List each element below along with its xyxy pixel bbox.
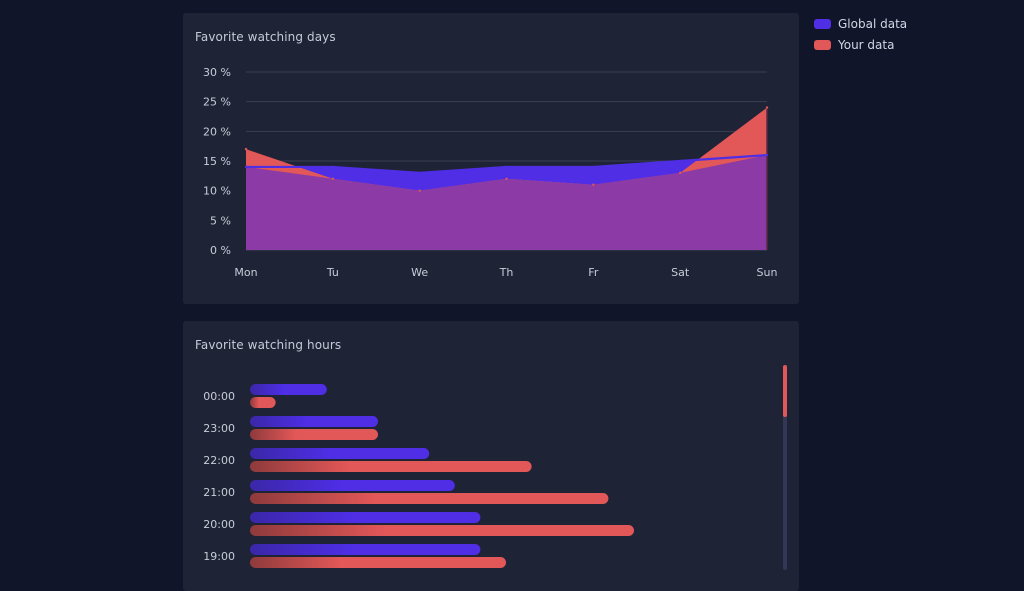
- bar-global-data[interactable]: [250, 384, 327, 395]
- days-area-chart: 0 % 5 % 10 % 15 % 20 % 25 % 30 % Mon Tu We Th Fr Sat…: [203, 66, 778, 279]
- x-tick-label: Sat: [671, 266, 690, 279]
- bar-global-data[interactable]: [250, 544, 481, 555]
- x-tick-label: Fr: [588, 266, 599, 279]
- y-category-label: 00:00: [203, 390, 235, 403]
- legend: Global data Your data: [814, 13, 907, 55]
- x-tick-label: Th: [499, 266, 514, 279]
- point-your-data[interactable]: [418, 189, 421, 192]
- y-tick-label: 5 %: [210, 214, 231, 227]
- point-global-data[interactable]: [418, 171, 421, 175]
- legend-item-global[interactable]: Global data: [814, 13, 907, 34]
- days-chart-title: Favorite watching days: [195, 30, 336, 44]
- x-tick-label: Mon: [234, 266, 257, 279]
- bar-your-data[interactable]: [250, 525, 634, 536]
- bar-your-data[interactable]: [250, 397, 276, 408]
- point-global-data[interactable]: [331, 165, 335, 169]
- legend-swatch-global: [814, 18, 831, 29]
- hours-bar-chart[interactable]: 00:00 23:00 22:00 21:00 20:00 19:00: [183, 321, 799, 576]
- point-your-data[interactable]: [331, 177, 335, 180]
- bar-your-data[interactable]: [250, 493, 609, 504]
- bar-your-data[interactable]: [250, 557, 506, 568]
- bar-global-data[interactable]: [250, 416, 378, 427]
- x-tick-label: Sun: [757, 266, 778, 279]
- y-tick-label: 20 %: [203, 125, 231, 138]
- point-global-data[interactable]: [244, 165, 248, 169]
- y-category-label: 19:00: [203, 550, 235, 563]
- point-global-data[interactable]: [505, 165, 508, 169]
- x-tick-label: Tu: [326, 266, 339, 279]
- y-tick-label: 30 %: [203, 66, 231, 79]
- legend-label-yours: Your data: [838, 37, 895, 52]
- bar-global-data[interactable]: [250, 480, 455, 491]
- y-tick-label: 0 %: [210, 244, 231, 257]
- bar-global-data[interactable]: [250, 448, 430, 459]
- x-tick-label: We: [411, 266, 428, 279]
- point-global-data[interactable]: [678, 159, 682, 163]
- point-your-data[interactable]: [765, 106, 769, 109]
- legend-item-yours[interactable]: Your data: [814, 34, 907, 55]
- point-your-data[interactable]: [592, 183, 595, 186]
- bar-global-data[interactable]: [250, 512, 481, 523]
- y-category-label: 20:00: [203, 518, 235, 531]
- point-global-data[interactable]: [765, 153, 769, 157]
- y-tick-label: 15 %: [203, 155, 231, 168]
- y-category-label: 21:00: [203, 486, 235, 499]
- bar-your-data[interactable]: [250, 429, 378, 440]
- point-global-data[interactable]: [592, 165, 595, 169]
- point-your-data[interactable]: [505, 177, 508, 180]
- days-chart-card: Favorite watching days 0 % 5 % 10 % 15 % 20 …: [183, 13, 799, 304]
- y-category-label: 23:00: [203, 422, 235, 435]
- point-your-data[interactable]: [678, 171, 682, 175]
- scrollbar-thumb[interactable]: [783, 365, 787, 417]
- legend-swatch-yours: [814, 39, 831, 50]
- y-tick-label: 25 %: [203, 96, 231, 109]
- bar-your-data[interactable]: [250, 461, 532, 472]
- hours-chart-title: Favorite watching hours: [195, 338, 342, 352]
- hours-chart-card: Favorite watching hours 00:00 23:00 22:00 2…: [183, 321, 799, 591]
- y-tick-label: 10 %: [203, 185, 231, 198]
- point-your-data[interactable]: [244, 147, 248, 151]
- y-category-label: 22:00: [203, 454, 235, 467]
- area-overlap: [246, 155, 767, 250]
- legend-label-global: Global data: [838, 16, 908, 31]
